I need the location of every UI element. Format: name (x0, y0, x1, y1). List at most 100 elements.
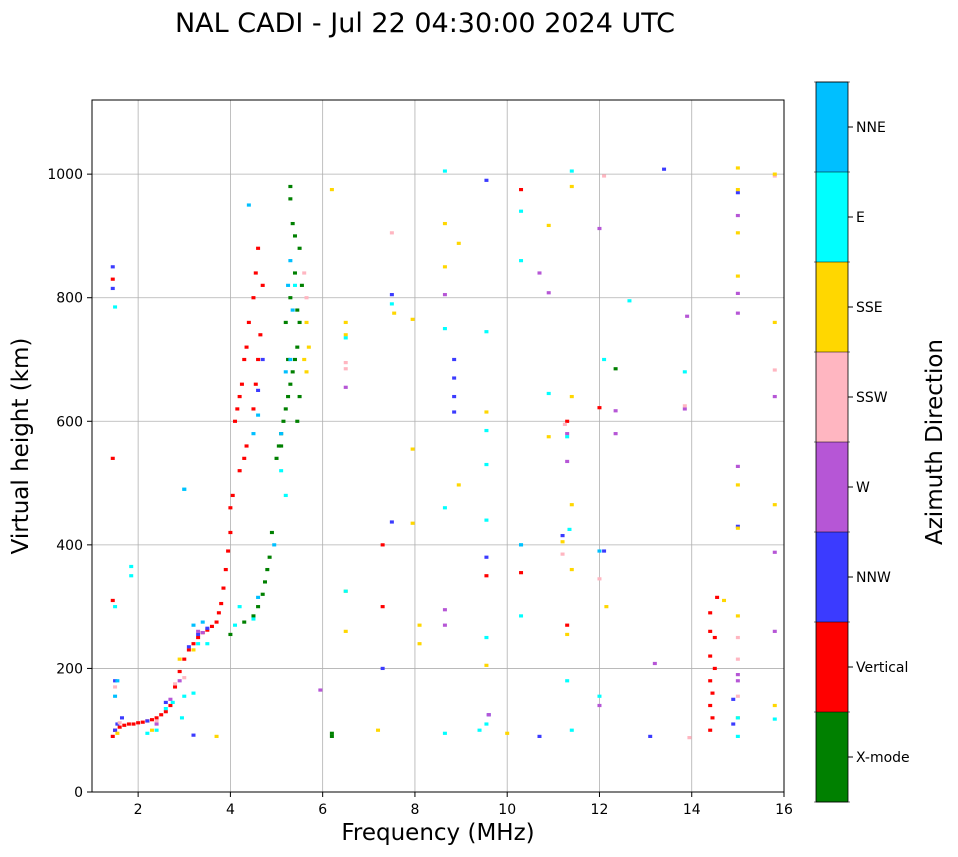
data-point-vertical (140, 720, 145, 724)
data-point-nnw (119, 716, 124, 720)
data-point-sse (343, 320, 348, 325)
data-point-sse (376, 728, 381, 732)
data-point-ssw (117, 721, 122, 725)
data-point-w (735, 291, 740, 295)
data-point-vertical (484, 574, 489, 578)
data-point-vertical (154, 716, 159, 720)
data-point-vertical (242, 456, 247, 460)
data-point-x-mode (286, 394, 291, 399)
data-point-sse (343, 629, 348, 633)
data-point-sse (735, 166, 740, 170)
data-point-x-mode (288, 382, 293, 386)
data-point-sse (546, 223, 551, 228)
data-point-vertical (182, 657, 187, 661)
data-point-e (343, 336, 348, 340)
data-point-x-mode (292, 357, 297, 362)
data-point-vertical (251, 296, 256, 300)
data-point-nnw (145, 719, 150, 723)
x-tick-label: 6 (318, 802, 327, 818)
data-point-w (772, 394, 777, 399)
chart-title: NAL CADI - Jul 22 04:30:00 2024 UTC (175, 8, 675, 39)
data-point-w (565, 432, 570, 436)
data-point-sse (722, 598, 727, 603)
data-point-vertical (708, 629, 713, 633)
data-point-w (613, 432, 618, 436)
data-point-x-mode (329, 734, 334, 738)
data-point-vertical (712, 635, 717, 640)
data-point-ssw (182, 676, 187, 680)
data-point-vertical (223, 567, 228, 572)
data-point-vertical (708, 654, 713, 658)
data-point-w (652, 661, 657, 666)
data-point-x-mode (269, 530, 274, 535)
data-point-vertical (260, 283, 265, 287)
y-tick-label: 0 (74, 785, 83, 801)
data-point-ssw (735, 657, 740, 661)
colorbar-swatch-ssw (816, 352, 848, 442)
data-point-nnw (560, 533, 565, 538)
data-point-nne (279, 432, 284, 436)
data-point-e (205, 642, 210, 646)
data-point-nnw (389, 520, 394, 524)
data-point-vertical (159, 713, 164, 717)
data-point-x-mode (283, 320, 288, 325)
data-point-vertical (226, 549, 231, 553)
data-point-sse (329, 187, 334, 192)
data-point-nne (113, 694, 118, 698)
data-point-vertical (380, 543, 385, 547)
data-point-w (735, 673, 740, 677)
data-point-vertical (242, 357, 247, 362)
data-point-vertical (253, 271, 258, 275)
data-point-nne (115, 679, 120, 683)
data-point-vertical (209, 624, 214, 629)
data-point-nne (288, 357, 293, 362)
data-point-e (567, 527, 572, 532)
data-point-x-mode (283, 407, 288, 411)
data-point-sse (304, 370, 309, 374)
data-point-nnw (186, 645, 191, 649)
data-point-e (602, 357, 607, 362)
data-point-vertical (244, 345, 249, 349)
data-point-vertical (597, 406, 602, 410)
data-point-vertical (258, 333, 263, 337)
data-point-e (442, 169, 447, 173)
data-point-vertical (710, 691, 715, 695)
data-point-nne (256, 595, 261, 599)
data-point-vertical (708, 728, 713, 732)
x-tick-label: 10 (498, 802, 516, 818)
data-point-w (735, 464, 740, 468)
data-point-x-mode (295, 419, 300, 423)
data-point-vertical (246, 320, 251, 325)
data-point-e (565, 679, 570, 683)
data-point-w (177, 679, 182, 683)
data-point-ssw (687, 736, 692, 740)
data-point-sse (735, 614, 740, 618)
data-point-sse (772, 172, 777, 176)
data-point-sse (604, 605, 609, 609)
data-point-x-mode (613, 367, 618, 371)
data-point-vertical (117, 725, 122, 729)
data-point-vertical (519, 187, 524, 192)
data-point-sse (410, 447, 415, 451)
data-point-sse (191, 648, 196, 652)
data-point-sse (565, 632, 570, 637)
data-point-sse (546, 435, 551, 439)
data-point-x-mode (288, 184, 293, 189)
data-point-e (484, 518, 489, 522)
data-point-w (682, 407, 687, 411)
data-point-vertical (177, 669, 182, 674)
data-point-ssw (154, 719, 159, 723)
data-point-vertical (565, 419, 570, 423)
data-point-e (129, 574, 134, 578)
data-point-x-mode (274, 456, 279, 460)
data-point-nnw (380, 666, 385, 671)
data-point-vertical (256, 246, 261, 250)
data-point-nne (251, 432, 256, 436)
data-point-x-mode (265, 567, 270, 572)
data-point-e (597, 694, 602, 698)
data-point-vertical (715, 595, 720, 599)
data-point-vertical (237, 394, 242, 399)
data-point-vertical (173, 685, 178, 689)
data-point-x-mode (263, 580, 267, 584)
data-point-e (682, 370, 687, 374)
